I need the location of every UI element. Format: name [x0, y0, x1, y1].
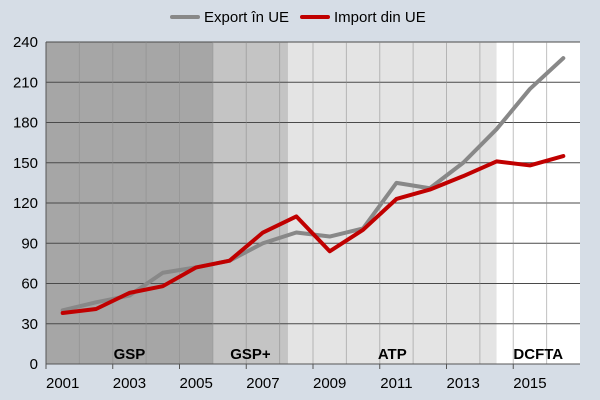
y-tick-label-0: 0 — [30, 356, 38, 373]
x-tick-label-2013: 2013 — [447, 375, 480, 392]
series-line-import-din-ue — [60, 154, 566, 316]
x-tick-label-2005: 2005 — [180, 375, 213, 392]
y-tick-label-90: 90 — [21, 235, 38, 252]
x-tick-label-2001: 2001 — [46, 375, 79, 392]
y-tick-label-150: 150 — [13, 155, 38, 172]
x-tick-label-2015: 2015 — [513, 375, 546, 392]
y-tick-label-180: 180 — [13, 115, 38, 132]
period-label-dcfta: DCFTA — [513, 346, 563, 363]
y-tick-label-120: 120 — [13, 195, 38, 212]
legend-label-import-din-ue: Import din UE — [334, 9, 426, 26]
period-label-gsp: GSP+ — [230, 346, 271, 363]
y-tick-label-30: 30 — [21, 316, 38, 333]
period-label-atp: ATP — [378, 346, 407, 363]
y-tick-label-210: 210 — [13, 74, 38, 91]
y-tick-label-240: 240 — [13, 34, 38, 51]
x-tick-label-2007: 2007 — [246, 375, 279, 392]
y-tick-label-60: 60 — [21, 276, 38, 293]
x-tick-label-2009: 2009 — [313, 375, 346, 392]
x-tick-label-2003: 2003 — [113, 375, 146, 392]
x-tick-label-2011: 2011 — [380, 375, 412, 392]
period-label-gsp: GSP — [114, 346, 146, 363]
legend-label-export-n-ue: Export în UE — [204, 9, 289, 26]
